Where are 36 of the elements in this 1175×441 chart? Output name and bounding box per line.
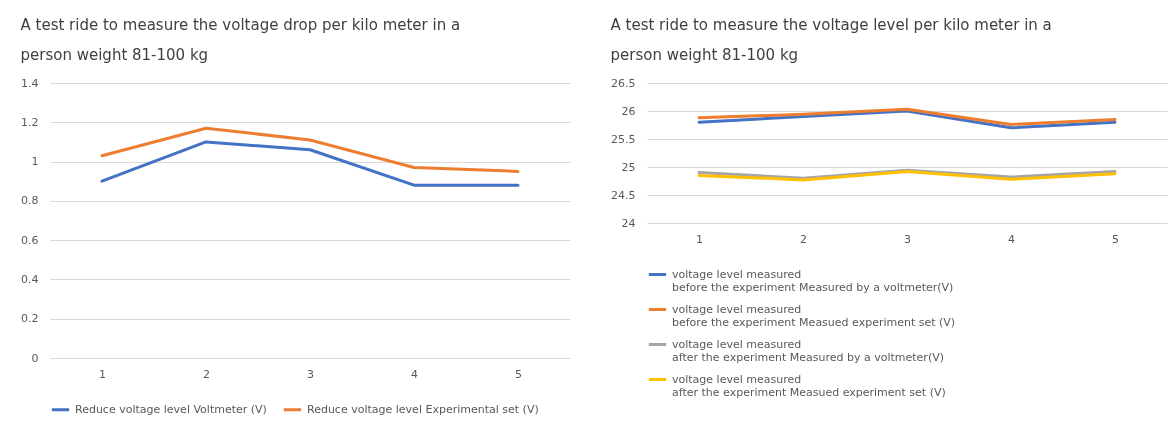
- y-tick-label: 25.5: [611, 132, 636, 146]
- y-tick-label: 1.4: [21, 76, 39, 90]
- x-tick-label: 4: [1008, 232, 1015, 246]
- x-tick-label: 2: [800, 232, 807, 246]
- chart-title: A test ride to measure the voltage drop per kilo meter in a person weight 81-100 kg: [20, 16, 461, 64]
- line-series: [697, 109, 1117, 130]
- x-tick-label: 4: [411, 367, 418, 381]
- y-tick-label: 1.2: [21, 115, 39, 129]
- y-tick-label: 24.5: [611, 188, 636, 202]
- legend-label: voltage level measured after the experiment Measued experiment set (V): [672, 372, 946, 399]
- x-tick-label: 1: [696, 232, 703, 246]
- line-series: [100, 126, 520, 173]
- y-tick-label: 0.2: [21, 312, 39, 326]
- legend-label: voltage level measured before the experiment Measured by a voltmeter(V): [672, 267, 954, 294]
- x-tick-label: 3: [307, 367, 314, 381]
- x-tick-label: 5: [515, 367, 522, 381]
- y-tick-label: 1: [31, 155, 39, 169]
- y-tick-label: 26.5: [611, 76, 636, 90]
- legend-label: Reduce voltage level Voltmeter (V): [75, 402, 267, 416]
- x-tick-label: 2: [203, 367, 210, 381]
- line-series: [697, 107, 1117, 126]
- y-tick-label: 0.6: [21, 233, 39, 247]
- x-tick-label: 3: [904, 232, 911, 246]
- x-tick-label: 5: [1112, 232, 1119, 246]
- legend-label: voltage level measured before the experiment Measued experiment set (V): [672, 302, 956, 329]
- legend-label: voltage level measured after the experiment Measured by a voltmeter(V): [672, 337, 945, 364]
- chart-title: A test ride to measure the voltage level per kilo meter in a person weight 81-100 kg: [610, 16, 1052, 64]
- y-tick-label: 0: [31, 351, 39, 365]
- y-tick-label: 26: [621, 104, 636, 118]
- y-tick-label: 0.8: [21, 194, 39, 208]
- line-series: [100, 140, 520, 187]
- y-tick-label: 25: [621, 160, 636, 174]
- y-tick-label: 0.4: [21, 272, 39, 286]
- x-tick-label: 1: [99, 367, 106, 381]
- legend-label: Reduce voltage level Experimental set (V): [307, 402, 539, 416]
- y-tick-label: 24: [621, 216, 636, 230]
